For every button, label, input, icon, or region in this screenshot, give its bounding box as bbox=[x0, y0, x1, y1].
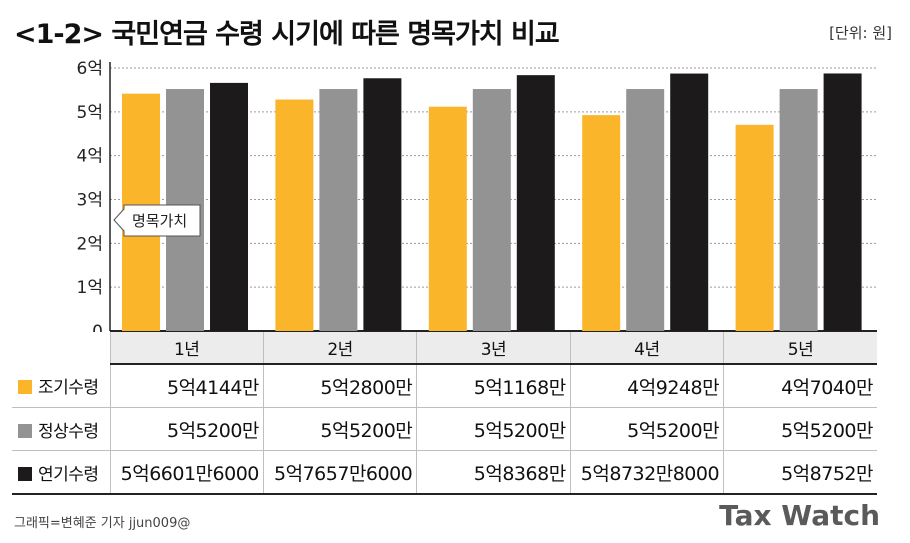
annotation-label: 명목가치 bbox=[132, 212, 187, 230]
data-label: 5억5200만 bbox=[262, 407, 417, 451]
series-name: 조기수령 bbox=[38, 378, 99, 398]
taxwatch-logo: Tax Watch bbox=[719, 499, 880, 532]
data-label: 5억6601만6000 bbox=[109, 450, 264, 495]
bar-late bbox=[670, 73, 709, 331]
y-tick-label: 1억 bbox=[77, 278, 103, 298]
bar-early bbox=[275, 99, 314, 331]
table-corner bbox=[12, 332, 110, 364]
bar-early bbox=[428, 106, 467, 332]
series-name: 연기수령 bbox=[38, 464, 99, 485]
data-label: 5억2800만 bbox=[262, 364, 417, 408]
data-label: 4억7040만 bbox=[723, 364, 877, 408]
legend-swatch bbox=[18, 423, 32, 438]
y-tick-label: 6억 bbox=[77, 59, 103, 79]
y-tick-label: 2억 bbox=[77, 234, 103, 254]
data-label: 5억5200만 bbox=[723, 407, 877, 451]
bar-late bbox=[210, 82, 248, 331]
legend-entry: 정상수령 bbox=[12, 407, 110, 451]
table-row: 정상수령 5억5200만 5억5200만 5억5200만 5억5200만 5억5200만 bbox=[12, 407, 877, 451]
data-label: 5억5200만 bbox=[569, 407, 724, 451]
data-label: 5억4144만 bbox=[109, 364, 264, 408]
bar-late bbox=[823, 73, 862, 331]
legend-swatch bbox=[18, 380, 32, 394]
chart-title: <1-2> 국민연금 수령 시기에 따른 명목가치 비교 bbox=[14, 19, 560, 50]
bar-normal bbox=[319, 89, 358, 331]
table-header-row: 1년 2년 3년 4년 5년 bbox=[12, 332, 877, 365]
data-label: 5억8732만8000 bbox=[569, 450, 724, 495]
y-tick-label: 0 bbox=[92, 322, 103, 336]
bar-early bbox=[582, 115, 621, 331]
x-tick-label: 5년 bbox=[723, 332, 877, 365]
data-label: 5억7657만6000 bbox=[262, 450, 417, 495]
data-label: 5억5200만 bbox=[109, 407, 264, 451]
unit-label: [단위: 원] bbox=[829, 24, 892, 42]
data-label: 5억8752만 bbox=[723, 450, 877, 495]
legend-entry: 연기수령 bbox=[12, 450, 110, 495]
bar-late bbox=[363, 78, 402, 331]
table-row: 연기수령 5억6601만6000 5억7657만6000 5억8368만 5억8732만… bbox=[12, 450, 877, 495]
x-tick-label: 2년 bbox=[262, 332, 417, 365]
data-label: 5억8368만 bbox=[416, 450, 571, 495]
bar-normal bbox=[626, 89, 665, 331]
legend-swatch bbox=[18, 466, 32, 481]
x-tick-label: 1년 bbox=[109, 332, 264, 365]
bar-late bbox=[516, 75, 555, 332]
table-row: 조기수령 5억4144만 5억2800만 5억1168만 4억9248만 4억7040만 bbox=[12, 364, 877, 408]
legend-entry: 조기수령 bbox=[12, 364, 110, 408]
bar-early bbox=[735, 124, 774, 331]
data-label: 4억9248만 bbox=[569, 364, 724, 408]
x-tick-label: 3년 bbox=[416, 332, 571, 365]
credit-text: 그래픽=변혜준 기자 jjun009@ bbox=[14, 516, 191, 531]
data-label: 5억5200만 bbox=[416, 407, 571, 451]
bar-normal bbox=[779, 89, 818, 331]
x-tick-label: 4년 bbox=[569, 332, 724, 365]
data-label: 5억1168만 bbox=[416, 364, 571, 408]
y-tick-label: 4억 bbox=[77, 147, 103, 167]
bar-normal bbox=[472, 89, 511, 331]
annotation-callout bbox=[113, 204, 201, 237]
y-tick-label: 3억 bbox=[77, 191, 103, 211]
y-tick-label: 5억 bbox=[77, 103, 103, 123]
series-name: 정상수령 bbox=[38, 421, 99, 442]
